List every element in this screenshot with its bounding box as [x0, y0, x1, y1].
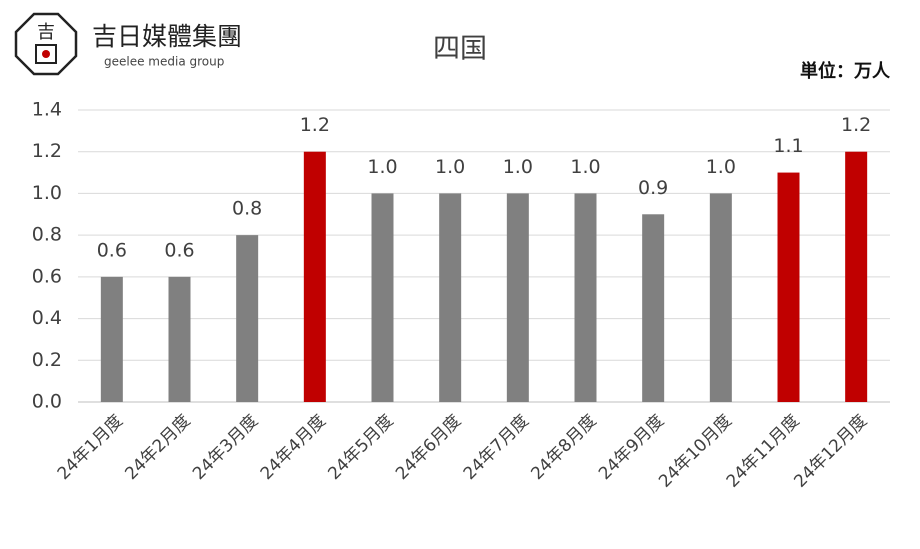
x-tick-label: 24年7月度 — [460, 411, 533, 484]
bar — [642, 214, 665, 402]
unit-label: 単位：万人 — [800, 60, 891, 82]
bar — [236, 235, 259, 402]
logo-name: 吉日媒體集團 — [92, 22, 242, 51]
value-label: 0.6 — [164, 239, 194, 261]
logo-dot — [42, 50, 50, 58]
x-tick-label: 24年4月度 — [257, 411, 330, 484]
y-tick-label: 0.8 — [32, 224, 62, 246]
y-tick-label: 0.6 — [32, 265, 62, 287]
x-tick-label: 24年5月度 — [324, 411, 397, 484]
value-label: 1.0 — [503, 156, 533, 178]
value-label: 1.2 — [841, 114, 871, 136]
bar — [168, 276, 191, 402]
bar — [371, 193, 394, 402]
bar — [845, 151, 868, 402]
x-tick-label: 24年12月度 — [790, 411, 871, 492]
value-label: 1.1 — [773, 135, 803, 157]
x-tick-label: 24年1月度 — [54, 411, 127, 484]
y-tick-label: 0.2 — [32, 349, 62, 371]
logo-box — [35, 44, 57, 64]
x-tick-label: 24年8月度 — [527, 411, 600, 484]
bar — [506, 193, 529, 402]
y-tick-label: 0.4 — [32, 307, 62, 329]
bar — [709, 193, 732, 402]
x-tick-label: 24年6月度 — [392, 411, 465, 484]
y-tick-label: 0.0 — [32, 391, 62, 413]
bar — [100, 276, 123, 402]
value-label: 1.2 — [300, 114, 330, 136]
value-label: 1.0 — [706, 156, 736, 178]
x-tick-label: 24年2月度 — [121, 411, 194, 484]
value-label: 0.8 — [232, 198, 262, 220]
chart-title: 四国 — [433, 34, 487, 65]
logo-tagline: geelee media group — [104, 55, 224, 69]
bar — [439, 193, 462, 402]
y-tick-label: 1.0 — [32, 182, 62, 204]
y-tick-label: 1.2 — [32, 140, 62, 162]
logo-octagon — [14, 12, 78, 76]
value-label: 1.0 — [570, 156, 600, 178]
bar — [303, 151, 326, 402]
value-label: 1.0 — [367, 156, 397, 178]
value-label: 0.9 — [638, 177, 668, 199]
value-label: 0.6 — [97, 239, 127, 261]
y-tick-label: 1.4 — [32, 99, 62, 121]
bar — [574, 193, 597, 402]
x-tick-label: 24年9月度 — [595, 411, 668, 484]
bar — [777, 172, 800, 402]
logo: 吉 吉日媒體集團 geelee media group — [14, 12, 242, 76]
logo-mark: 吉 — [37, 22, 55, 43]
value-label: 1.0 — [435, 156, 465, 178]
x-tick-label: 24年3月度 — [189, 411, 262, 484]
